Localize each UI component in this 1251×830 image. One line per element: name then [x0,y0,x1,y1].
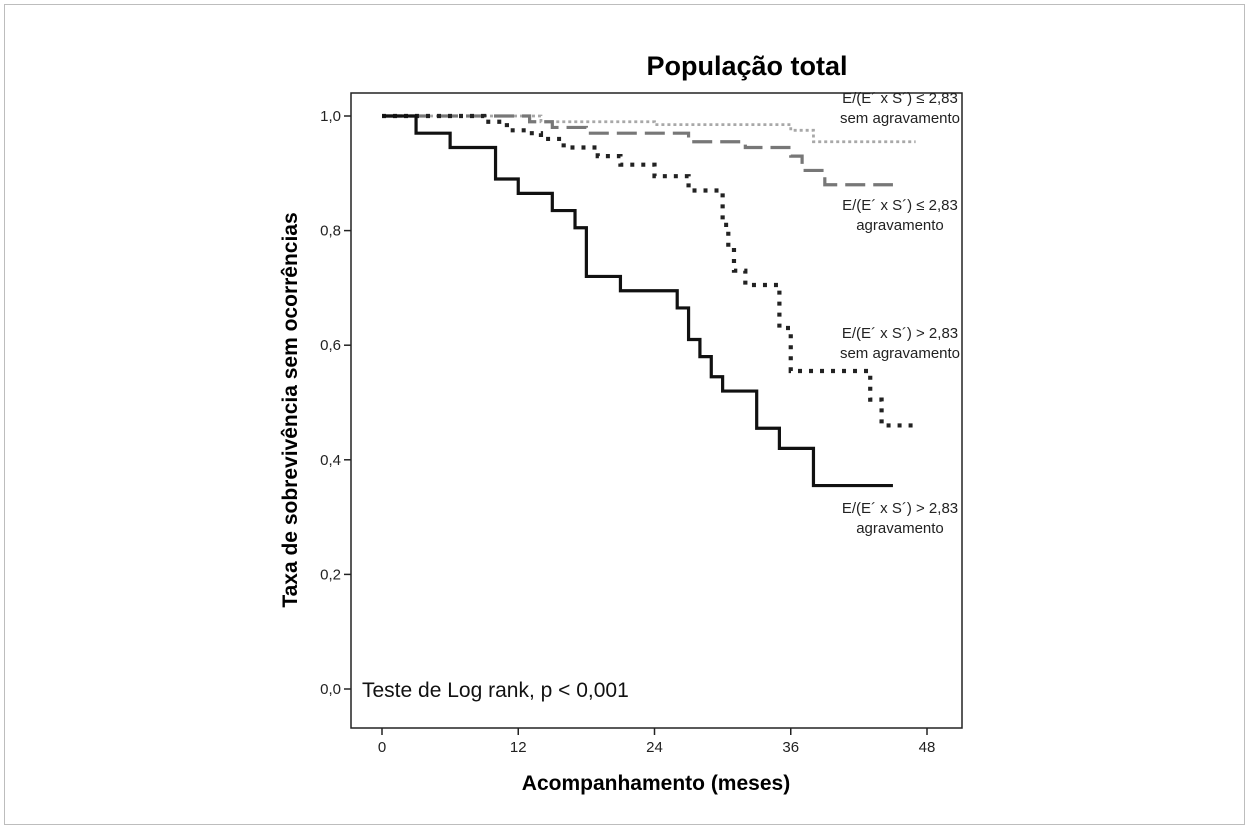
x-tick-label: 24 [646,739,663,756]
x-tick-label: 12 [510,739,527,756]
y-axis-title: Taxa de sobrevivência sem ocorrências [279,212,302,607]
y-tick-label: 0,4 [320,452,341,469]
series-label-2: E/(E´ x S´) ≤ 2,83 agravamento [842,197,958,234]
figure-frame [4,4,1245,825]
y-tick-label: 0,0 [320,681,341,698]
x-tick-label: 0 [378,739,386,756]
series-label-1: E/(E´ x S´) ≤ 2,83 sem agravamento [840,90,960,127]
plot-area-border [350,92,963,729]
y-tick-label: 0,8 [320,223,341,240]
chart-title: População total [646,51,847,81]
log-rank-annotation: Teste de Log rank, p < 0,001 [362,679,629,702]
series-label-3: E/(E´ x S´) > 2,83 sem agravamento [840,325,960,362]
x-tick-label: 48 [919,739,936,756]
y-tick-label: 1,0 [320,108,341,125]
series-label-4: E/(E´ x S´) > 2,83 agravamento [842,500,958,537]
x-tick-label: 36 [782,739,799,756]
series-line-1 [382,114,916,144]
series-line-4 [382,114,893,488]
series-labels: E/(E´ x S´) ≤ 2,83 sem agravamento E/(E´ x… [840,90,960,537]
y-tick-label: 0,2 [320,566,341,583]
x-axis-title: Acompanhamento (meses) [522,772,790,795]
series-layer [382,113,916,488]
series-line-2 [382,114,893,187]
axes: 0,0 0,2 0,4 0,6 0,8 1,0 0 12 24 36 48 [320,92,963,756]
y-tick-label: 0,6 [320,337,341,354]
series-line-3 [382,113,916,428]
